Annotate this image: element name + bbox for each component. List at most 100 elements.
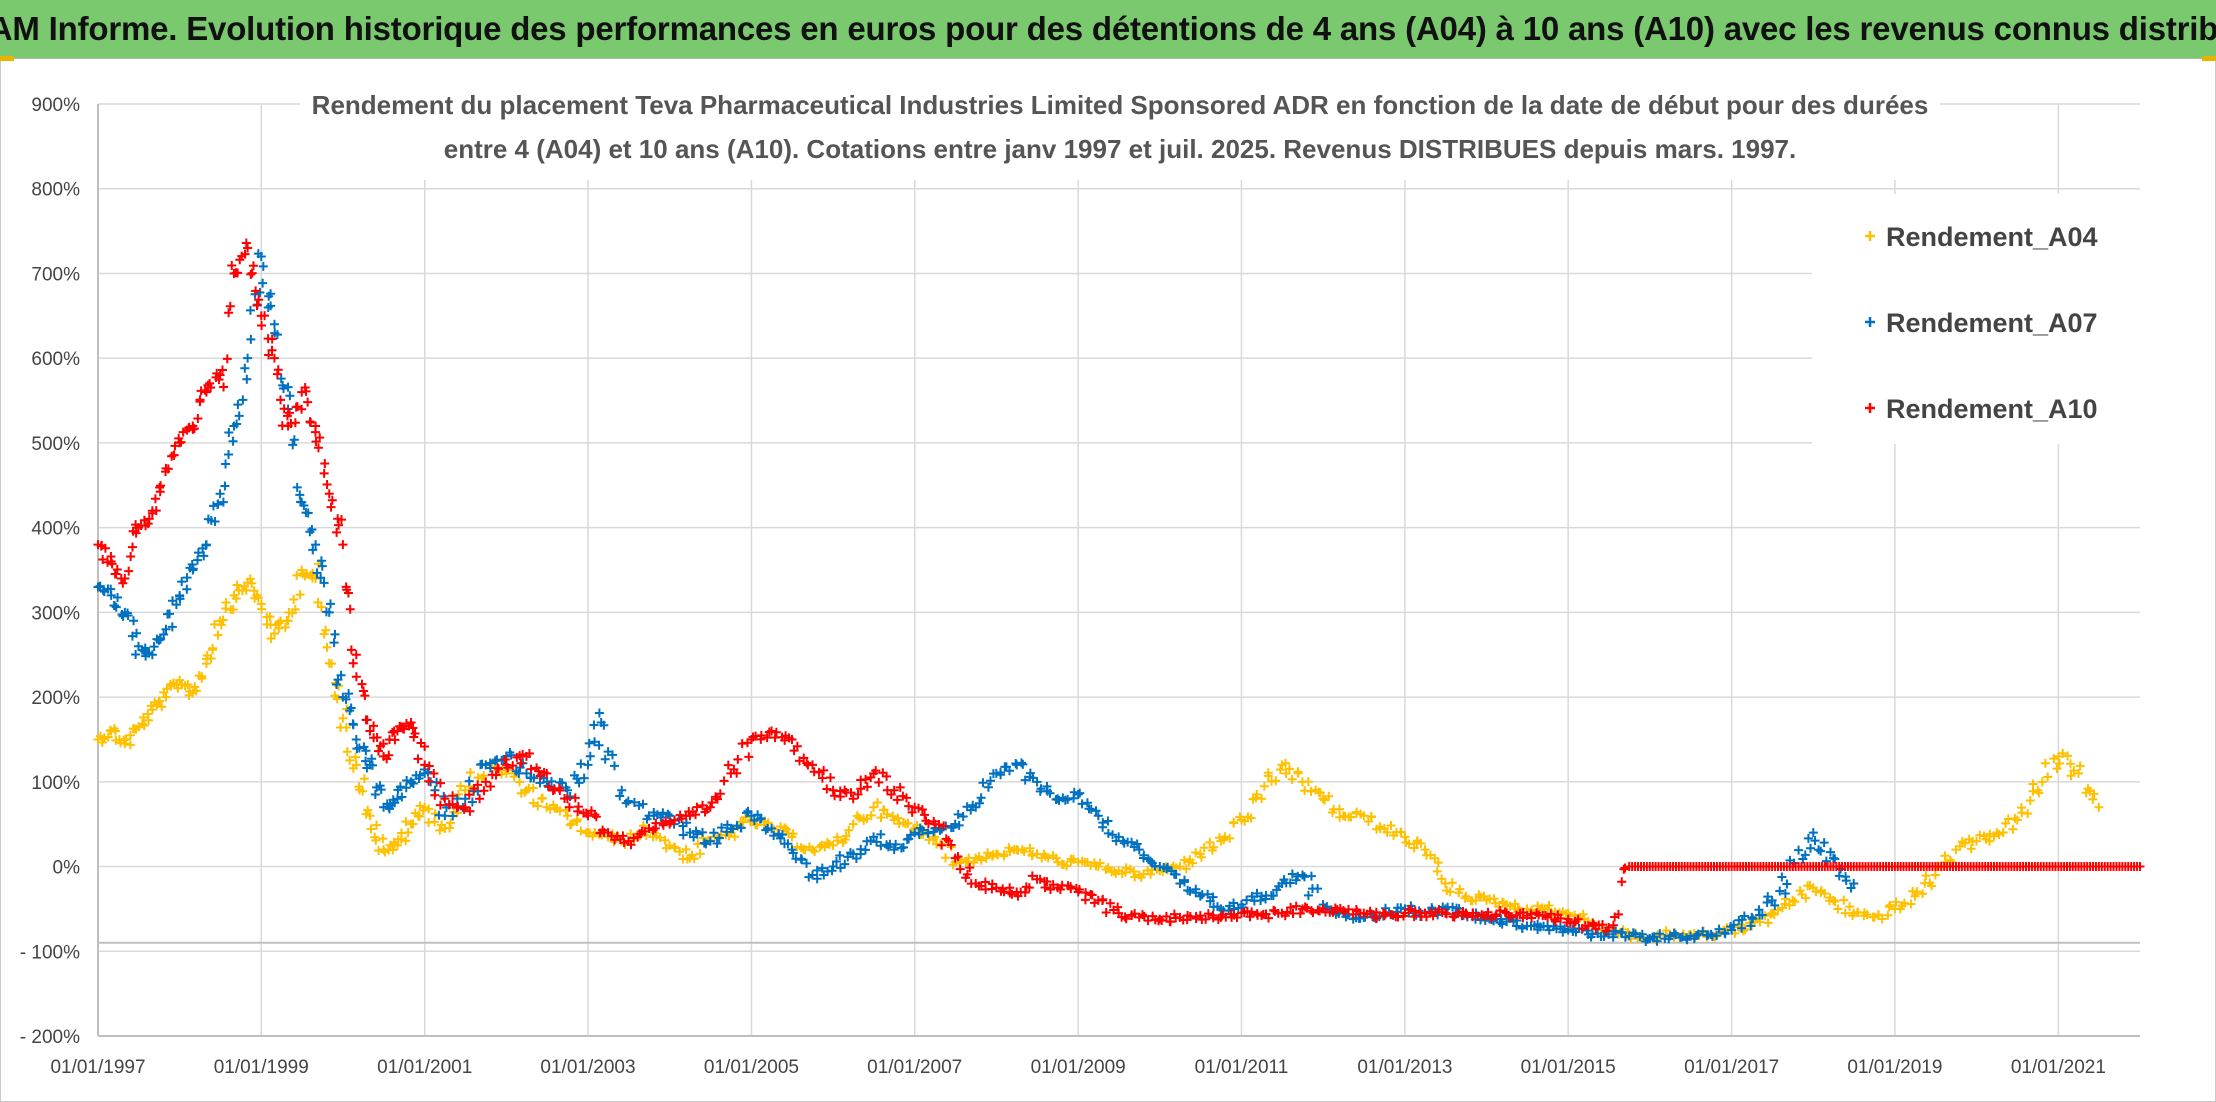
data-point (1828, 895, 1838, 905)
data-point (248, 261, 258, 271)
data-point (524, 748, 534, 758)
data-point (1613, 909, 1623, 919)
data-point (1966, 844, 1976, 854)
data-point (247, 578, 257, 588)
x-tick-label: 01/01/2001 (377, 1057, 472, 1078)
data-point (1806, 843, 1816, 853)
data-point (1511, 921, 1521, 931)
data-point (1004, 766, 1014, 776)
data-point (1927, 881, 1937, 891)
data-point (621, 798, 631, 808)
data-point (828, 840, 838, 850)
data-point (542, 768, 552, 778)
data-point (120, 573, 130, 583)
data-point (814, 767, 824, 777)
data-point (330, 629, 340, 639)
data-point (955, 864, 965, 874)
data-point (889, 845, 899, 855)
data-point (744, 752, 754, 762)
data-point (319, 578, 329, 588)
corner-accent-left (0, 56, 14, 61)
x-tick-label: 01/01/1997 (50, 1057, 145, 1078)
data-point (1382, 827, 1392, 837)
data-point (1782, 879, 1792, 889)
data-point (406, 718, 416, 728)
data-point (266, 301, 276, 311)
data-point (1303, 890, 1313, 900)
y-tick-label: - 200% (20, 1027, 80, 1048)
data-point (1098, 894, 1108, 904)
data-point (361, 746, 371, 756)
data-point (1372, 913, 1382, 923)
data-point (224, 450, 234, 460)
legend-marker (1865, 317, 1875, 327)
data-point (363, 805, 373, 815)
data-point (1821, 856, 1831, 866)
data-point (486, 782, 496, 792)
data-point (1405, 904, 1415, 914)
data-point (954, 820, 964, 830)
data-point (430, 817, 440, 827)
data-point (1040, 882, 1050, 892)
data-point (1433, 858, 1443, 868)
data-point (871, 766, 881, 776)
data-point (1698, 926, 1708, 936)
data-point (344, 689, 354, 699)
data-point (808, 760, 818, 770)
data-point (1597, 920, 1607, 930)
data-point (1103, 828, 1113, 838)
data-point (321, 625, 331, 635)
data-point (1162, 864, 1172, 874)
data-point (584, 738, 594, 748)
data-point (192, 555, 202, 565)
data-point (1075, 788, 1085, 798)
data-point (279, 404, 289, 414)
data-point (336, 515, 346, 525)
data-point (689, 854, 699, 864)
x-tick-label: 01/01/1999 (214, 1057, 309, 1078)
data-point (1062, 861, 1072, 871)
y-tick-label: 0% (53, 858, 81, 879)
data-point (481, 777, 491, 787)
data-point (1344, 904, 1354, 914)
data-point (1655, 929, 1665, 939)
data-point (1120, 867, 1130, 877)
data-point (1432, 866, 1442, 876)
data-point (285, 391, 295, 401)
data-point (327, 495, 337, 505)
data-point (974, 798, 984, 808)
data-point (917, 825, 927, 835)
data-point (283, 616, 293, 626)
data-point (788, 848, 798, 858)
data-point (941, 853, 951, 863)
data-point (934, 819, 944, 829)
data-point (272, 369, 282, 379)
data-point (516, 758, 526, 768)
axes: 900% 800% 700% 600% 500% 400% 300% 200% 100% 0% - … (20, 95, 2140, 1078)
data-point (1727, 925, 1737, 935)
data-point (995, 768, 1005, 778)
data-point (1729, 920, 1739, 930)
data-point (514, 768, 524, 778)
data-point (1208, 913, 1218, 923)
data-point (609, 761, 619, 771)
data-point (1027, 871, 1037, 881)
data-point (170, 441, 180, 451)
data-point (675, 847, 685, 857)
data-point (831, 856, 841, 866)
data-points (93, 238, 2145, 946)
data-point (1346, 812, 1356, 822)
data-point (1507, 912, 1517, 922)
data-point (254, 295, 264, 305)
data-point (574, 778, 584, 788)
data-point (332, 680, 342, 690)
data-point (258, 278, 268, 288)
data-point (555, 786, 565, 796)
data-point (208, 645, 218, 655)
data-point (617, 785, 627, 795)
data-point (299, 500, 309, 510)
x-tick-label: 01/01/2021 (2011, 1057, 2106, 1078)
data-point (1396, 903, 1406, 913)
legend-marker (1865, 231, 1875, 241)
